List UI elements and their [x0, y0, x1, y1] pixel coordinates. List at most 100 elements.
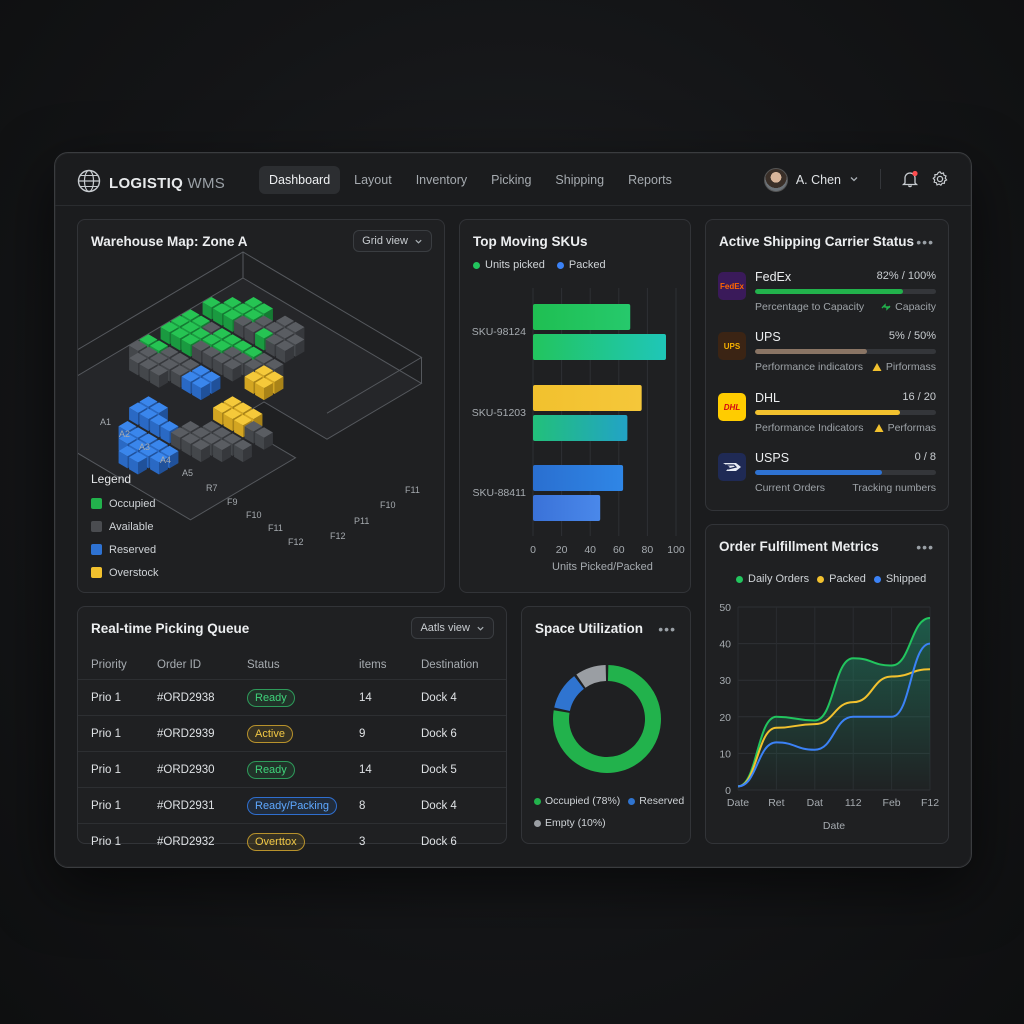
priority-cell: Prio 1 [78, 751, 144, 788]
table-row[interactable]: Prio 1 #ORD2930 Ready 14 Dock 5 [78, 751, 506, 788]
destination-cell: Dock 6 [408, 823, 506, 859]
row-label: A4 [160, 455, 172, 465]
priority-cell: Prio 1 [78, 715, 144, 752]
bin-face [244, 327, 254, 345]
legend-swatch [91, 567, 102, 578]
user-menu[interactable]: A. Chen [763, 168, 859, 192]
carrier-name: DHL [755, 391, 781, 405]
bin-face [150, 365, 168, 376]
bin-face [139, 413, 149, 432]
table-row[interactable]: Prio 1 #ORD2931 Ready/Packing 8 Dock 4 [78, 787, 506, 824]
bin-face [202, 334, 221, 345]
brand[interactable]: LOGISTIQ WMS [77, 169, 225, 198]
storage-bin [223, 359, 242, 382]
x-tick-label: 60 [613, 544, 625, 556]
table-row[interactable]: Prio 1 #ORD2932 Overttox 3 Dock 6 [78, 823, 506, 859]
bin-face [150, 340, 168, 351]
top-skus-card: Top Moving SKUs Units picked Packed 0 20 4… [459, 219, 691, 593]
top-skus-chart[interactable]: 0 20 40 60 80 100 SKU-98124 SKU-51203 SKU-88411 [460, 220, 690, 592]
space-utilization-legend: Occupied (78%) Reserved Empty (10%) [534, 790, 694, 834]
carrier-ups[interactable]: UPS UPS 5% / 50% Performance indicators … [718, 330, 936, 388]
bin-face [285, 345, 294, 363]
bin-face [244, 421, 263, 432]
bin-face [213, 308, 222, 326]
more-options-icon[interactable]: ••• [916, 539, 934, 555]
bin-face [244, 346, 263, 358]
bin-face [234, 303, 252, 314]
column-header[interactable]: Destination [421, 659, 479, 671]
bin-face [160, 426, 170, 444]
status-badge: Active [247, 724, 293, 743]
order-id-cell: #ORD2930 [144, 751, 234, 788]
bin-face [139, 334, 158, 345]
view-selector-button[interactable]: Aatls view [411, 617, 494, 639]
bin-face [181, 359, 200, 370]
column-header[interactable]: Order ID [157, 659, 202, 671]
bin-face [255, 377, 273, 389]
column-header[interactable]: items [359, 659, 387, 671]
bin-face [129, 402, 147, 413]
row-label: A2 [119, 429, 131, 439]
warehouse-isometric-map[interactable] [78, 220, 444, 592]
carrier-usps[interactable]: USPS 0 / 8 Current Orders Tracking numbe… [718, 451, 936, 509]
tab-inventory[interactable]: Inventory [415, 173, 468, 187]
app-window: LOGISTIQ WMS Dashboard Layout Inventory … [54, 152, 972, 868]
carrier-dhl[interactable]: DHL DHL 16 / 20 Performance Indicators P… [718, 391, 936, 449]
order-id-cell: #ORD2939 [144, 715, 234, 752]
table-row[interactable]: Prio 1 #ORD2939 Active 9 Dock 6 [78, 715, 506, 752]
bin-face [213, 427, 231, 438]
bin-face [192, 328, 210, 339]
tab-reports[interactable]: Reports [628, 173, 672, 187]
legend-item-reserved: Reserved [628, 795, 684, 807]
bin-face [118, 421, 137, 432]
tab-shipping[interactable]: Shipping [555, 173, 605, 187]
bin-face [213, 328, 231, 339]
space-utilization-donut[interactable] [522, 607, 690, 843]
column-header[interactable]: Priority [91, 659, 127, 671]
bar [533, 334, 666, 360]
more-options-icon[interactable]: ••• [658, 621, 676, 637]
bin-face [265, 321, 284, 333]
column-header[interactable]: Status [247, 659, 280, 671]
picking-queue-card: Real-time Picking Queue Aatls view Prior… [77, 606, 507, 859]
bin-face [234, 420, 243, 438]
bin-face [232, 364, 242, 382]
bin-face [181, 433, 200, 444]
more-options-icon[interactable]: ••• [916, 234, 934, 250]
x-tick-label: Dat [807, 797, 823, 809]
bell-icon[interactable] [901, 170, 919, 193]
tab-dashboard[interactable]: Dashboard [259, 166, 341, 194]
items-cell: 9 [346, 715, 408, 752]
bin-face [181, 371, 200, 382]
y-tick-label: 50 [719, 602, 731, 614]
gear-icon[interactable] [931, 170, 949, 193]
bin-face [202, 346, 221, 358]
y-tick-label: 20 [719, 712, 731, 724]
tab-picking[interactable]: Picking [491, 173, 532, 187]
fedex-logo: FedEx [718, 272, 746, 300]
bin-face [223, 314, 233, 332]
category-label: SKU-98124 [472, 326, 526, 338]
bin-face [160, 421, 179, 432]
bin-face [160, 445, 179, 457]
bin-face [276, 345, 285, 363]
carrier-sub-status: Capacity [881, 301, 936, 313]
row-label: R7 [206, 483, 218, 493]
bin-face [192, 427, 210, 438]
space-utilization-title: Space Utilization [535, 621, 644, 636]
carrier-fedex[interactable]: FedEx FedEx 82% / 100% Percentage to Cap… [718, 270, 936, 328]
tab-layout[interactable]: Layout [354, 173, 392, 187]
table-row[interactable]: Prio 1 #ORD2938 Ready 14 Dock 4 [78, 679, 506, 716]
bin-face [181, 334, 200, 345]
bin-face [223, 396, 242, 407]
grid-view-button[interactable]: Grid view [353, 230, 432, 252]
fulfillment-line-chart[interactable]: 0 10 20 30 40 50 Date Ret Dat 112 Feb F12 Date [706, 525, 948, 843]
carrier-progress-bar [755, 349, 936, 354]
bin-face [286, 334, 305, 345]
legend-item-shipped: Shipped [873, 573, 926, 585]
carrier-status-title: Active Shipping Carrier Status [719, 234, 915, 249]
bin-face [160, 327, 170, 345]
x-tick-label: F12 [921, 797, 939, 809]
warehouse-map-title: Warehouse Map: Zone A [91, 234, 248, 249]
bin-face [181, 339, 191, 357]
